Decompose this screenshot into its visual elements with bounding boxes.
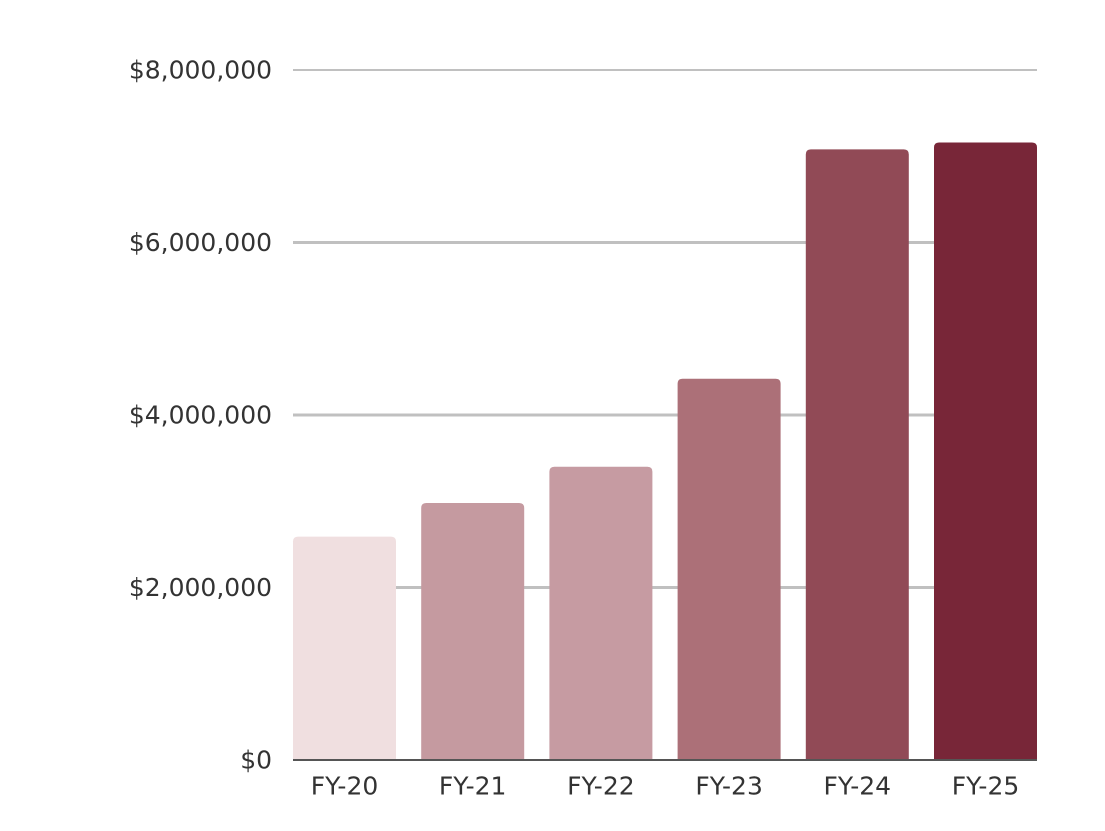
bar-fy-22	[549, 466, 653, 760]
x-tick-label: FY-25	[952, 772, 1020, 801]
bar-fy-24	[805, 149, 909, 761]
x-tick-label: FY-20	[311, 772, 379, 801]
x-tick-label: FY-23	[695, 772, 763, 801]
bar-fy-23	[677, 378, 781, 760]
bar-fy-21	[421, 502, 525, 760]
gridlines	[293, 69, 1037, 589]
x-tick-label: FY-21	[439, 772, 507, 801]
x-axis-tick-labels: FY-20 FY-21 FY-22 FY-23 FY-24 FY-25	[311, 772, 1020, 801]
y-tick-label: $2,000,000	[129, 573, 272, 602]
y-axis-tick-labels: $0 $2,000,000 $4,000,000 $6,000,000 $8,000,0…	[129, 56, 272, 775]
bars	[293, 142, 1037, 761]
bar-fy-20	[293, 536, 396, 760]
y-tick-label: $0	[240, 746, 272, 775]
x-tick-label: FY-22	[567, 772, 635, 801]
y-tick-label: $4,000,000	[129, 401, 272, 430]
bar-fy-25	[934, 142, 1037, 760]
x-tick-label: FY-24	[824, 772, 892, 801]
y-tick-label: $8,000,000	[129, 56, 272, 85]
y-tick-label: $6,000,000	[129, 228, 272, 257]
